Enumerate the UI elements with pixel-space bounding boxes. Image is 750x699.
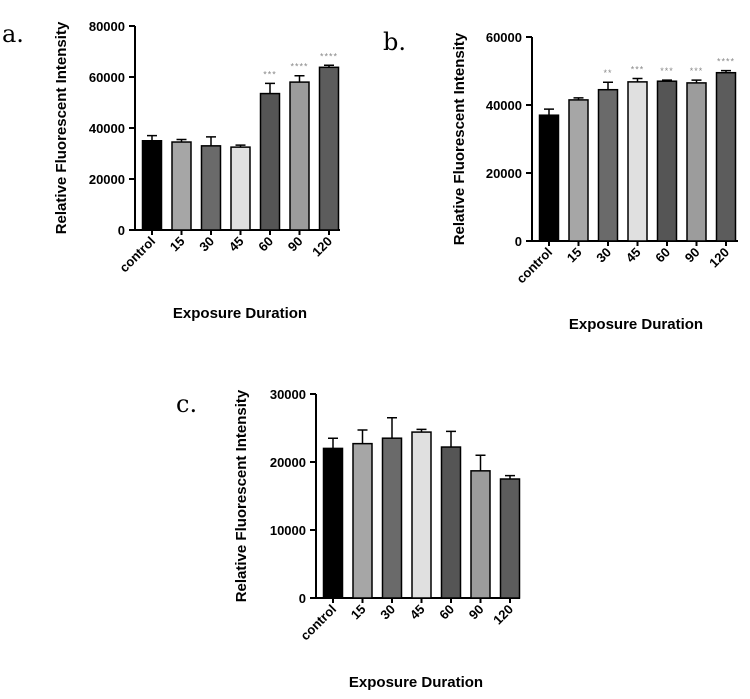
error-bar (147, 134, 157, 141)
x-tick-label: 30 (593, 245, 614, 266)
y-tick-label: 10000 (270, 523, 306, 538)
x-tick-label: control (297, 602, 339, 644)
x-tick-label: 45 (623, 245, 644, 266)
significance-marker: **** (320, 51, 338, 61)
x-axis-title: Exposure Duration (349, 674, 483, 691)
x-tick-label: control (116, 234, 158, 276)
y-tick-label: 30000 (270, 387, 306, 402)
y-tick-label: 20000 (89, 172, 125, 187)
x-tick-label: 90 (285, 234, 306, 255)
error-bar (573, 97, 584, 100)
bar-90 (470, 470, 491, 599)
x-tick-label: 120 (309, 234, 335, 260)
x-tick-label: 30 (377, 602, 398, 623)
x-tick-label: 15 (167, 234, 188, 255)
x-tick-label: 90 (682, 245, 703, 266)
x-tick-label: control (513, 245, 555, 287)
y-tick-label: 0 (118, 223, 125, 238)
bar-120 (318, 66, 340, 231)
chart-panel-c: c. Relative Fluorescent Intensity Exposure… (176, 387, 521, 691)
x-tick-label: 30 (196, 234, 217, 255)
bar-45 (627, 81, 648, 242)
significance-marker: *** (690, 66, 704, 76)
chart-panel-b: b. Relative Fluorescent Intensity Exposure… (383, 28, 738, 333)
bar-60 (440, 446, 462, 599)
error-bar (265, 82, 275, 94)
bar-120 (715, 71, 737, 242)
bar-120 (499, 478, 521, 599)
y-axis-title: Relative Fluorescent Intensity (53, 21, 70, 234)
bar-30 (597, 88, 619, 242)
x-tick-label: 45 (226, 234, 247, 255)
bar-15 (568, 99, 589, 242)
error-bar (662, 79, 672, 82)
error-bar (235, 144, 246, 148)
bar-control (322, 447, 344, 599)
panel-letter: a. (2, 20, 24, 48)
bar-30 (381, 437, 403, 599)
x-tick-label: 90 (466, 602, 487, 623)
y-axis-title: Relative Fluorescent Intensity (451, 32, 468, 245)
y-axis-title: Relative Fluorescent Intensity (233, 389, 250, 602)
x-tick-label: 60 (652, 245, 673, 266)
bar-45 (230, 146, 251, 231)
y-tick-label: 20000 (270, 455, 306, 470)
y-tick-label: 20000 (486, 166, 522, 181)
panel-letter: c. (176, 390, 197, 418)
significance-marker: ** (603, 68, 612, 78)
error-bar (603, 81, 613, 90)
error-bar (328, 437, 338, 449)
panel-letter: b. (383, 28, 406, 56)
bar-45 (411, 431, 432, 599)
y-tick-label: 60000 (89, 70, 125, 85)
error-bar (505, 474, 515, 479)
bar-15 (352, 442, 373, 599)
bar-90 (686, 82, 707, 242)
x-axis-title: Exposure Duration (173, 305, 307, 322)
significance-marker: *** (631, 64, 645, 74)
error-bar (475, 454, 486, 471)
x-tick-label: 15 (564, 245, 585, 266)
error-bar (632, 77, 643, 82)
error-bar (324, 64, 334, 68)
bar-60 (656, 80, 678, 242)
bar-control (538, 114, 560, 242)
significance-marker: **** (290, 62, 308, 72)
bar-15 (171, 141, 192, 231)
chart-panel-a: a. Relative Fluorescent Intensity Exposure… (2, 19, 340, 322)
bar-30 (200, 145, 222, 231)
error-bar (357, 429, 368, 444)
significance-marker: *** (660, 66, 674, 76)
x-tick-label: 45 (407, 602, 428, 623)
bar-60 (259, 92, 281, 231)
y-tick-label: 0 (515, 234, 522, 249)
y-tick-label: 40000 (486, 98, 522, 113)
error-bar (544, 108, 554, 116)
y-tick-label: 40000 (89, 121, 125, 136)
error-bar (721, 69, 731, 73)
x-tick-label: 120 (706, 245, 732, 271)
error-bar (387, 417, 397, 439)
x-tick-label: 15 (348, 602, 369, 623)
significance-marker: *** (263, 69, 277, 79)
error-bar (294, 74, 305, 83)
significance-marker: **** (717, 57, 735, 67)
error-bar (416, 428, 427, 433)
error-bar (691, 79, 702, 83)
y-tick-label: 80000 (89, 19, 125, 34)
x-axis-title: Exposure Duration (569, 316, 703, 333)
bar-control (141, 140, 163, 231)
x-tick-label: 60 (436, 602, 457, 623)
x-tick-label: 60 (255, 234, 276, 255)
y-tick-label: 60000 (486, 30, 522, 45)
x-tick-label: 120 (490, 602, 516, 628)
y-tick-label: 0 (299, 591, 306, 606)
error-bar (206, 136, 216, 146)
bar-90 (289, 81, 310, 231)
error-bar (176, 138, 187, 143)
error-bar (446, 430, 456, 448)
